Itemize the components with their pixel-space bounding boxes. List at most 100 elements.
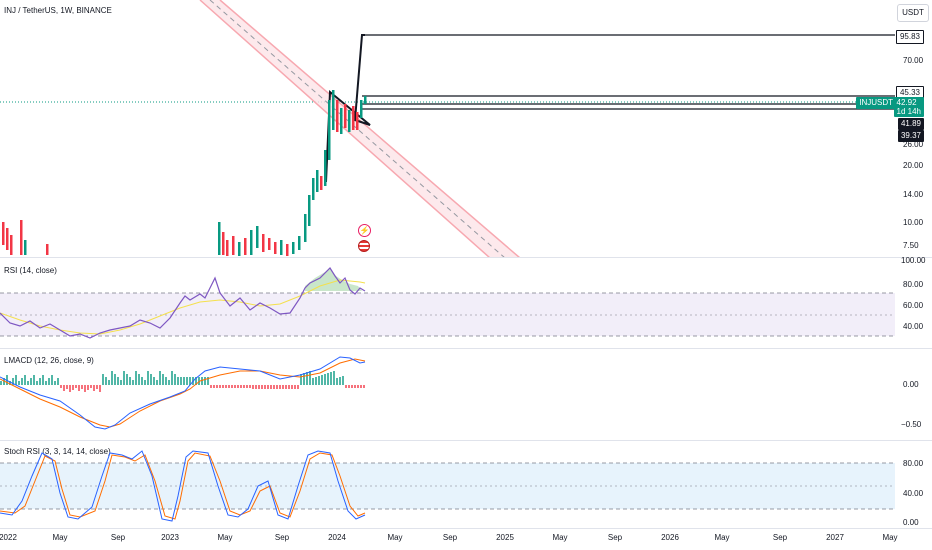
stoch-pane[interactable] xyxy=(0,441,895,527)
macd-bar xyxy=(360,385,362,388)
time-tick: Sep xyxy=(442,533,458,542)
macd-bar xyxy=(246,385,248,388)
pane-separator[interactable] xyxy=(0,348,932,349)
macd-bar xyxy=(90,385,92,388)
time-tick: May xyxy=(217,533,233,542)
time-tick: May xyxy=(552,533,568,542)
candle xyxy=(344,104,347,128)
channel-mid xyxy=(209,0,506,258)
rsi-pane[interactable] xyxy=(0,258,895,348)
rsi-tick: 60.00 xyxy=(903,301,924,310)
macd-bar xyxy=(174,374,176,385)
candle xyxy=(244,238,247,255)
candles xyxy=(2,90,367,256)
time-axis[interactable]: 2022 May Sep 2023 May Sep 2024 May Sep 2025 May Sep… xyxy=(0,533,898,547)
macd-bar xyxy=(231,385,233,388)
lightning-icon[interactable]: ⚡ xyxy=(358,224,371,237)
macd-bar xyxy=(60,385,62,388)
macd-bar xyxy=(24,375,26,385)
rsi-band xyxy=(0,293,895,336)
time-axis-border xyxy=(0,528,932,529)
pane-separator[interactable] xyxy=(0,257,932,258)
macd-tick: −0.50 xyxy=(901,420,922,429)
candle xyxy=(320,176,323,190)
macd-bar xyxy=(228,385,230,388)
candle xyxy=(316,170,319,192)
rsi-overbought-fill xyxy=(305,268,362,291)
rsi-line xyxy=(0,267,366,339)
macd-bar xyxy=(171,371,173,385)
macd-bar xyxy=(327,373,329,385)
lower-price-tag: 39.37 xyxy=(897,130,924,142)
macd-bar xyxy=(252,385,254,389)
rsi-title[interactable]: RSI (14, close) xyxy=(4,266,57,275)
macd-bar xyxy=(189,377,191,385)
macd-title[interactable]: LMACD (12, 26, close, 9) xyxy=(4,356,94,365)
macd-bar xyxy=(321,375,323,385)
macd-bar xyxy=(279,385,281,389)
macd-bar xyxy=(357,385,359,388)
macd-bar xyxy=(129,377,131,385)
currency-button[interactable]: USDT xyxy=(897,4,929,22)
macd-bar xyxy=(198,377,200,385)
macd-bar xyxy=(0,381,2,385)
macd-bar xyxy=(333,371,335,385)
macd-bar xyxy=(267,385,269,389)
macd-bar xyxy=(45,381,47,385)
macd-bar xyxy=(207,377,209,385)
macd-bar xyxy=(30,378,32,385)
macd-bar xyxy=(42,375,44,385)
macd-bar xyxy=(306,372,308,385)
candle xyxy=(312,178,315,200)
macd-bar xyxy=(243,385,245,388)
macd-bar xyxy=(162,374,164,385)
macd-bar xyxy=(27,381,29,385)
candle xyxy=(360,100,363,118)
macd-bar xyxy=(177,377,179,385)
macd-bar xyxy=(213,385,215,388)
last-price-value: 42.92 xyxy=(896,98,917,107)
macd-pane[interactable] xyxy=(0,349,895,440)
rsi-tick: 80.00 xyxy=(903,280,924,289)
macd-bar xyxy=(87,385,89,390)
macd-bar xyxy=(330,372,332,385)
price-tick: 7.50 xyxy=(903,241,919,250)
macd-bar xyxy=(54,381,56,385)
macd-bar xyxy=(294,385,296,389)
macd-histogram xyxy=(0,371,365,392)
macd-bar xyxy=(240,385,242,388)
candle xyxy=(222,232,225,255)
macd-bar xyxy=(204,377,206,385)
price-chart[interactable] xyxy=(0,0,895,258)
candle xyxy=(328,100,331,160)
candle xyxy=(364,96,367,104)
macd-bar xyxy=(84,385,86,392)
macd-bar xyxy=(318,376,320,385)
macd-bar xyxy=(15,375,17,385)
macd-bar xyxy=(180,377,182,385)
macd-bar xyxy=(234,385,236,388)
candle xyxy=(336,100,339,132)
pane-separator[interactable] xyxy=(0,440,932,441)
us-flag-icon[interactable] xyxy=(358,240,370,252)
macd-bar xyxy=(288,385,290,389)
macd-bar xyxy=(300,374,302,385)
candle xyxy=(324,150,327,186)
macd-bar xyxy=(276,385,278,389)
candle xyxy=(20,220,23,255)
symbol-title[interactable]: INJ / TetherUS, 1W, BINANCE xyxy=(4,6,112,15)
macd-bar xyxy=(297,385,299,389)
time-tick: 2027 xyxy=(826,533,844,542)
macd-bar xyxy=(39,378,41,385)
time-tick: 2024 xyxy=(328,533,346,542)
time-tick: May xyxy=(714,533,730,542)
stoch-title[interactable]: Stoch RSI (3, 3, 14, 14, close) xyxy=(4,447,111,456)
candle xyxy=(298,236,301,250)
macd-bar xyxy=(345,385,347,388)
rsi-tick: 40.00 xyxy=(903,322,924,331)
macd-bar xyxy=(249,385,251,388)
time-tick: May xyxy=(387,533,403,542)
macd-bar xyxy=(48,378,50,385)
macd-bar xyxy=(9,381,11,385)
time-tick: May xyxy=(882,533,898,542)
